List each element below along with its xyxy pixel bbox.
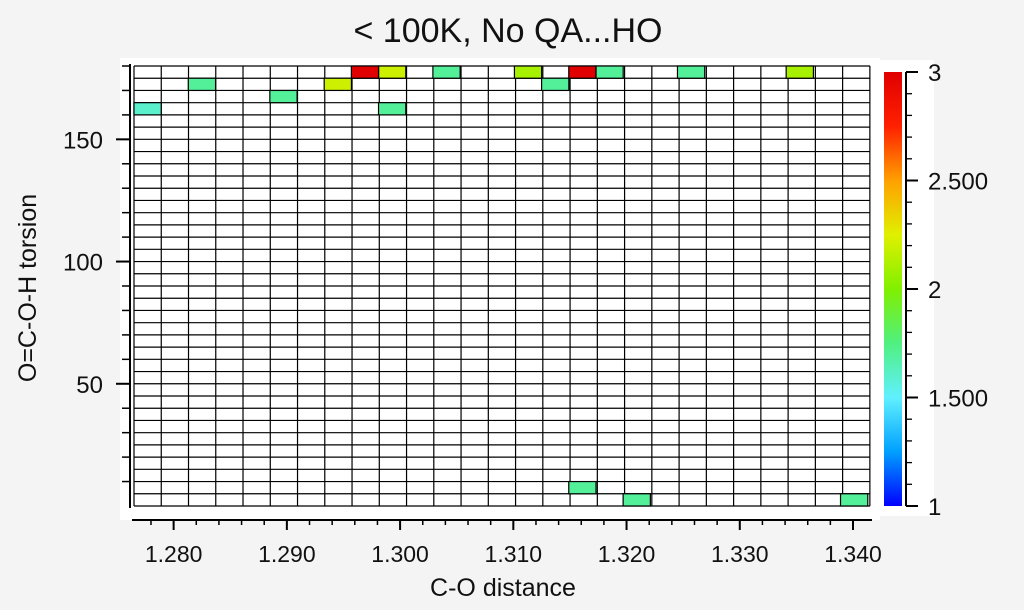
x-tick-label: 1.310 (485, 541, 543, 567)
heatmap-cell-outline (377, 102, 407, 116)
heatmap-cell-outline (323, 77, 353, 92)
heatmap-cell-borders (133, 65, 869, 507)
x-tick-label: 1.300 (371, 541, 429, 567)
heatmap-cell-outline (377, 65, 407, 79)
chart-title: < 100K, No QA...HO (354, 12, 663, 50)
heatmap-cell (351, 66, 379, 79)
heatmap-cells (133, 66, 868, 506)
y-tick-label: 100 (63, 250, 103, 277)
heatmap-cell (432, 66, 461, 79)
colorbar-gradient (884, 72, 902, 506)
heatmap-cell (269, 90, 298, 103)
heatmap-cell-outline (513, 65, 543, 79)
colorbar-tick-label: 1 (928, 494, 941, 521)
plot-frame-background (120, 58, 880, 520)
heatmap-cell-outline (839, 493, 869, 507)
x-axis-label: C-O distance (430, 574, 576, 602)
heatmap-cell (677, 66, 705, 79)
heatmap-cell-outline (785, 65, 815, 79)
colorbar: 1 1.500 2 2.500 3 (884, 60, 988, 521)
y-tick-label: 150 (63, 127, 103, 154)
heatmap-cell-outline (568, 480, 597, 495)
heatmap-grid (133, 65, 871, 507)
heatmap-cell (786, 66, 814, 79)
heatmap-cell-outline (622, 493, 651, 507)
heatmap-cell-outline (540, 77, 570, 92)
heatmap-cell (568, 481, 597, 494)
heatmap-cell (324, 78, 352, 91)
colorbar-tick-label: 3 (928, 60, 941, 87)
y-axis-label: O=C-O-H torsion (14, 194, 42, 382)
colorbar-tick-label: 2.500 (928, 169, 988, 196)
x-tick-label: 1.340 (824, 541, 882, 567)
heatmap-cell (188, 78, 216, 91)
heatmap-cell (133, 102, 162, 115)
heatmap-cell (541, 78, 569, 91)
heatmap-cell (840, 493, 868, 506)
heatmap-cell (378, 102, 406, 115)
heatmap-cell-outline (133, 102, 162, 116)
heatmap-cell-outline (187, 77, 217, 92)
y-tick-label: 50 (76, 372, 103, 399)
heatmap-cell (378, 66, 406, 79)
heatmap-cell (595, 66, 624, 79)
x-tick-label: 1.330 (711, 541, 769, 567)
colorbar-tick-label: 1.500 (928, 386, 988, 413)
heatmap-cell (623, 493, 651, 506)
heatmap-cell-outline (269, 89, 298, 104)
heatmap-cell-outline (595, 65, 624, 79)
heatmap-cell-outline (432, 65, 461, 79)
heatmap-cell (514, 66, 542, 79)
heatmap-cell (568, 66, 597, 79)
axes: 1.280 1.290 1.300 1.310 1.320 1.330 1.340 50 100… (63, 64, 882, 567)
x-tick-label: 1.320 (598, 541, 656, 567)
colorbar-tick-label: 2 (928, 277, 941, 304)
x-tick-label: 1.280 (145, 541, 203, 567)
x-tick-label: 1.290 (258, 541, 316, 567)
heatmap-cell-outline (676, 65, 706, 79)
